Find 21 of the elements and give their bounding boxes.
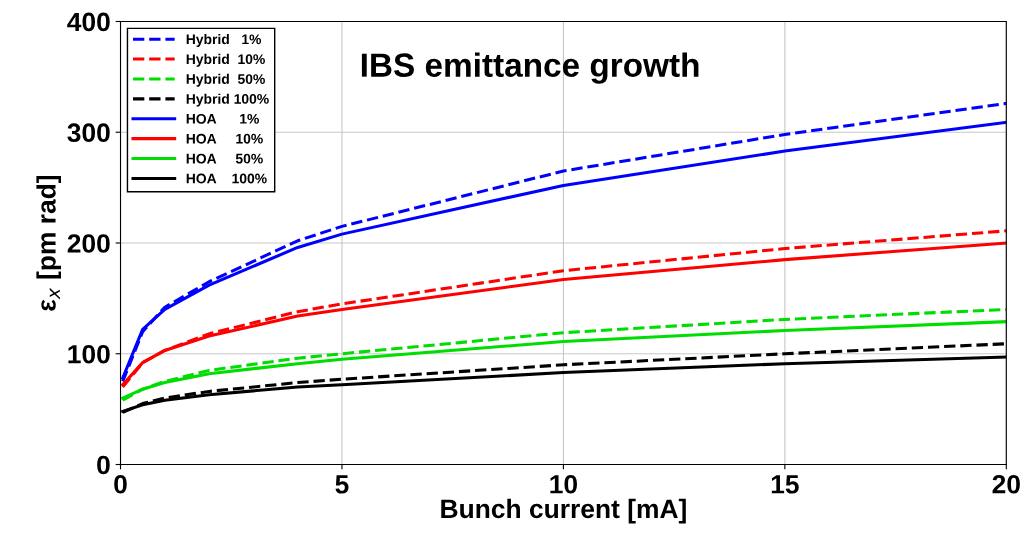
y-tick-label: 0 xyxy=(97,455,110,475)
legend-label: Hybrid 100% xyxy=(186,93,269,107)
y-tick-label: 200 xyxy=(67,234,110,253)
annotation: IBS emittance growth xyxy=(361,52,699,84)
x-tick-label: 15 xyxy=(771,475,799,494)
x-axis-title: Bunch current [mA] xyxy=(441,498,686,524)
legend-label: Hybrid 50% xyxy=(186,73,265,87)
x-tick-label: 5 xyxy=(335,475,349,494)
y-tick-label: 100 xyxy=(68,344,110,364)
legend-label: Hybrid 10% xyxy=(186,53,265,67)
legend-label: Hybrid 1% xyxy=(186,33,262,47)
y-tick-label: 300 xyxy=(67,123,110,143)
y-axis-title: ε$_{x}$ [pm rad] xyxy=(36,175,61,311)
y-tick-label: 400 xyxy=(67,12,110,32)
x-tick-label: 10 xyxy=(550,474,578,494)
legend-label: HOA 10% xyxy=(186,133,263,144)
x-tick-label: 20 xyxy=(992,474,1020,494)
legend-label: HOA 1% xyxy=(186,113,259,124)
legend-label: HOA 50% xyxy=(186,153,263,164)
legend-label: HOA 100% xyxy=(186,173,267,184)
x-tick-label: 0 xyxy=(114,474,127,494)
